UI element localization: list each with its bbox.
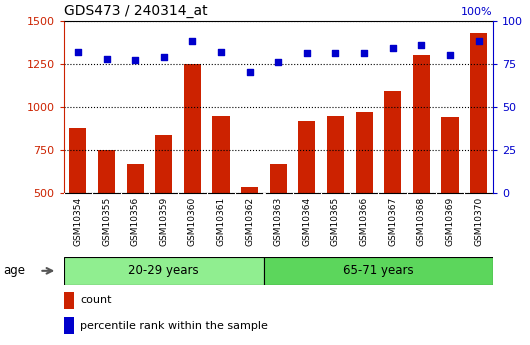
Text: GSM10360: GSM10360 (188, 196, 197, 246)
Text: GSM10354: GSM10354 (74, 196, 82, 246)
Point (303, 51, 311, 56)
Text: 20-29 years: 20-29 years (128, 264, 199, 277)
Text: percentile rank within the sample: percentile rank within the sample (81, 321, 268, 331)
Text: count: count (81, 295, 112, 305)
Bar (64, 257, 264, 285)
Point (360, 51, 368, 56)
Point (274, 59, 282, 65)
Bar (98, 150, 115, 193)
Bar (241, 187, 258, 193)
Point (446, 52, 454, 58)
Point (245, 70, 254, 75)
Text: GSM10356: GSM10356 (131, 196, 139, 246)
Text: GSM10364: GSM10364 (303, 196, 311, 246)
Text: GSM10366: GSM10366 (360, 196, 368, 246)
Point (417, 42, 426, 48)
Text: GSM10361: GSM10361 (217, 196, 225, 246)
Bar (327, 116, 344, 193)
Text: GSM10355: GSM10355 (102, 196, 111, 246)
Text: GSM10370: GSM10370 (474, 196, 483, 246)
Point (331, 51, 340, 56)
Point (74, 49, 82, 55)
Bar (270, 164, 287, 193)
Text: GSM10362: GSM10362 (245, 196, 254, 246)
Bar (64, 317, 74, 334)
Point (160, 54, 168, 60)
Text: GSM10368: GSM10368 (417, 196, 426, 246)
Text: age: age (3, 264, 25, 277)
Text: GSM10367: GSM10367 (388, 196, 397, 246)
Bar (470, 33, 487, 193)
Point (388, 46, 397, 51)
Text: 100%: 100% (461, 7, 493, 17)
Bar (184, 64, 201, 193)
Bar (441, 117, 458, 193)
Bar (384, 91, 401, 193)
Bar (356, 112, 373, 193)
Text: GSM10365: GSM10365 (331, 196, 340, 246)
Bar (64, 292, 74, 309)
Text: GSM10359: GSM10359 (160, 196, 168, 246)
Point (131, 58, 139, 63)
Point (102, 56, 111, 61)
Bar (264, 257, 493, 285)
Bar (298, 121, 315, 193)
Bar (155, 135, 172, 193)
Point (217, 49, 225, 55)
Text: GDS473 / 240314_at: GDS473 / 240314_at (64, 4, 207, 18)
Point (474, 39, 483, 44)
Text: 65-71 years: 65-71 years (343, 264, 414, 277)
Bar (69, 128, 86, 193)
Text: GSM10369: GSM10369 (446, 196, 454, 246)
Point (188, 39, 197, 44)
Bar (413, 55, 430, 193)
Bar (127, 164, 144, 193)
Bar (213, 116, 229, 193)
Text: GSM10363: GSM10363 (274, 196, 282, 246)
